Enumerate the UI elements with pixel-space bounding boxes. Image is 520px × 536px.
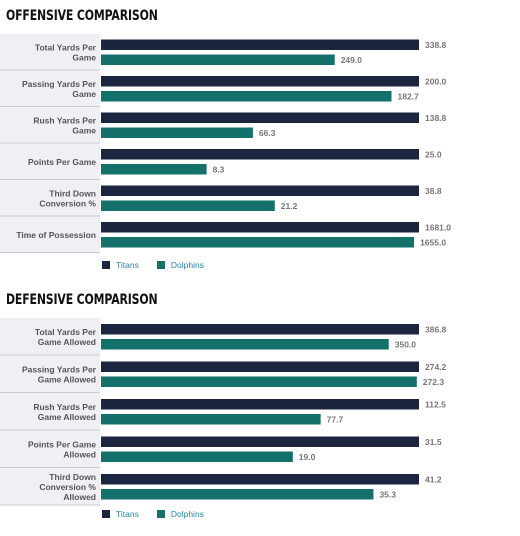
category-label-bg — [0, 70, 100, 106]
titans-value-label: 386.8 — [425, 325, 447, 335]
category-label-bg — [0, 180, 100, 216]
titans-bar — [101, 222, 419, 233]
dolphins-bar — [101, 414, 321, 425]
titans-bar — [101, 436, 419, 447]
titans-value-label: 138.8 — [425, 113, 447, 123]
category-label-bg — [0, 143, 100, 179]
category-label-bg — [0, 468, 100, 505]
titans-value-label: 200.0 — [425, 77, 447, 87]
category-label: Conversion % — [39, 198, 96, 208]
category-label: Allowed — [63, 449, 96, 459]
titans-bar — [101, 474, 419, 485]
category-label: Game — [72, 89, 96, 99]
category-label: Third Down — [49, 472, 96, 482]
category-label: Points Per Game — [28, 157, 96, 167]
legend-label-titans: Titans — [116, 509, 139, 519]
titans-bar — [101, 399, 419, 410]
category-label: Game — [72, 52, 96, 62]
titans-value-label: 1681.0 — [425, 223, 451, 233]
category-label-bg — [0, 355, 100, 392]
legend-item-dolphins: Dolphins — [156, 509, 204, 519]
category-label: Conversion % — [39, 482, 96, 492]
category-label-bg — [0, 216, 100, 252]
category-label-bg — [0, 34, 100, 70]
category-label-bg — [0, 393, 100, 430]
dolphins-bar — [101, 339, 389, 350]
category-label: Third Down — [49, 188, 96, 198]
titans-value-label: 31.5 — [425, 437, 442, 447]
dolphins-value-label: 182.7 — [397, 92, 419, 102]
legend-label-titans: Titans — [116, 260, 139, 270]
titans-bar — [101, 112, 419, 123]
category-label: Game Allowed — [38, 337, 96, 347]
titans-bar — [101, 361, 419, 372]
titans-bar — [101, 76, 419, 87]
category-label: Total Yards Per — [35, 42, 97, 52]
defensive-legend: Titans Dolphins — [102, 509, 204, 519]
offensive-legend: Titans Dolphins — [102, 260, 204, 270]
titans-swatch — [102, 261, 110, 269]
category-label: Game Allowed — [38, 412, 96, 422]
category-label: Game Allowed — [38, 374, 96, 384]
titans-value-label: 112.5 — [425, 400, 446, 410]
dolphins-value-label: 19.0 — [299, 452, 316, 462]
category-label: Time of Possession — [16, 230, 96, 240]
titans-value-label: 25.0 — [425, 150, 442, 160]
dolphins-bar — [101, 376, 417, 387]
dolphins-bar — [101, 451, 293, 462]
dolphins-swatch — [156, 510, 165, 518]
category-label: Allowed — [63, 492, 96, 502]
dolphins-value-label: 8.3 — [213, 165, 225, 175]
category-label: Rush Yards Per — [33, 115, 96, 125]
titans-value-label: 274.2 — [425, 362, 447, 372]
dolphins-swatch — [156, 261, 165, 269]
dolphins-bar — [101, 91, 392, 102]
dolphins-value-label: 272.3 — [423, 377, 445, 387]
legend-item-titans: Titans — [102, 509, 139, 519]
titans-bar — [101, 185, 419, 196]
titans-value-label: 38.8 — [425, 186, 442, 196]
dolphins-value-label: 1655.0 — [420, 238, 446, 248]
dolphins-value-label: 66.3 — [259, 128, 276, 138]
dolphins-bar — [101, 237, 415, 248]
category-label: Total Yards Per — [35, 327, 97, 337]
category-label-bg — [0, 430, 100, 467]
category-label: Rush Yards Per — [33, 402, 96, 412]
dolphins-bar — [101, 489, 374, 500]
dolphins-value-label: 77.7 — [327, 415, 344, 425]
category-label-bg — [0, 318, 100, 355]
dolphins-bar — [101, 127, 253, 138]
offensive-title: OFFENSIVE COMPARISON — [6, 8, 158, 24]
category-label: Points Per Game — [28, 439, 96, 449]
titans-bar — [101, 149, 419, 160]
dolphins-value-label: 249.0 — [341, 55, 363, 65]
legend-item-titans: Titans — [102, 260, 139, 270]
titans-value-label: 41.2 — [425, 475, 442, 485]
titans-bar — [101, 39, 419, 50]
legend-label-dolphins: Dolphins — [170, 260, 204, 270]
category-label: Game — [72, 125, 96, 135]
titans-bar — [101, 324, 419, 335]
legend-label-dolphins: Dolphins — [170, 509, 204, 519]
dolphins-bar — [101, 200, 275, 211]
defensive-title: DEFENSIVE COMPARISON — [6, 292, 158, 308]
titans-value-label: 338.8 — [425, 40, 447, 50]
category-label: Passing Yards Per — [22, 79, 97, 89]
dolphins-value-label: 35.3 — [379, 490, 396, 500]
dolphins-bar — [101, 54, 335, 65]
category-label: Passing Yards Per — [22, 364, 97, 374]
category-label-bg — [0, 107, 100, 143]
legend-item-dolphins: Dolphins — [156, 260, 204, 270]
dolphins-value-label: 350.0 — [395, 340, 417, 350]
dolphins-value-label: 21.2 — [281, 201, 298, 211]
dolphins-bar — [101, 164, 207, 175]
titans-swatch — [102, 510, 110, 518]
